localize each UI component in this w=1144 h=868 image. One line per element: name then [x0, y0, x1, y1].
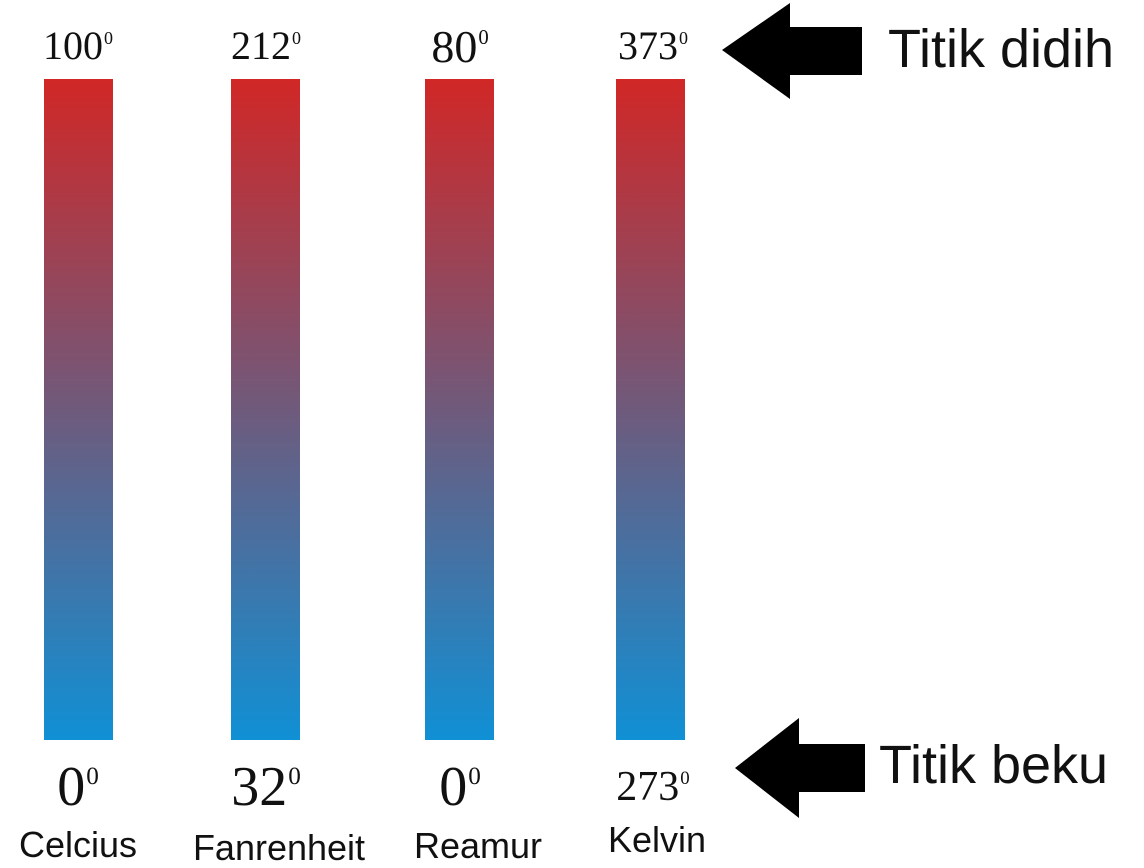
boiling-value-fanrenheit: 2120	[231, 23, 301, 68]
freezing-value-reamur: 00	[439, 756, 481, 818]
thermometer-bar-celcius	[44, 79, 113, 740]
thermometer-bar-kelvin	[616, 79, 685, 740]
scale-name-fanrenheit: Fanrenheit	[192, 827, 366, 868]
scale-name-reamur: Reamur	[413, 825, 543, 866]
freezing-value-fanrenheit: 320	[231, 756, 301, 818]
boiling-value-kelvin: 3730	[618, 23, 688, 68]
scale-name-celcius: Celcius	[18, 824, 138, 865]
thermometer-bar-reamur	[425, 79, 494, 740]
boiling-value-celcius: 1000	[43, 23, 113, 68]
boiling-value-reamur: 800	[431, 21, 489, 72]
freezing-value-kelvin: 2730	[616, 764, 690, 810]
arrow-left-icon	[735, 718, 865, 818]
arrow-left-icon	[722, 3, 862, 99]
boiling-point-label: Titik didih	[888, 19, 1115, 79]
thermometer-bar-fanrenheit	[231, 79, 300, 740]
freezing-point-label: Titik beku	[879, 735, 1109, 795]
freezing-value-celcius: 00	[57, 756, 99, 818]
scale-name-kelvin: Kelvin	[607, 819, 707, 860]
